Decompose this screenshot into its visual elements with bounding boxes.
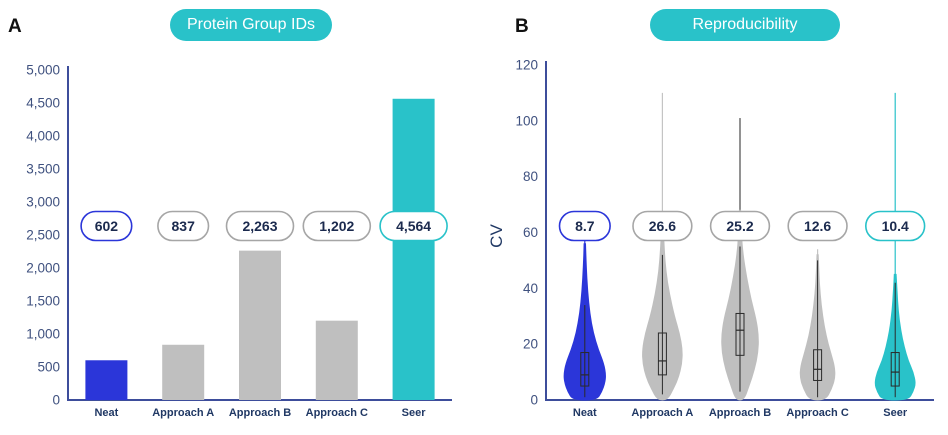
x-category-label: Seer <box>883 407 908 419</box>
y-tick-label: 2,000 <box>26 261 60 276</box>
value-pill <box>225 210 295 242</box>
y-tick-label: 3,500 <box>26 162 60 177</box>
violin-chart-reproducibility: 0 20 40 60 80 100 120 CV Neat Approach A Approach … <box>487 58 934 419</box>
y-tick-label: 0 <box>530 393 538 408</box>
bar-chart-protein-group-ids: 0 500 1,000 1,500 2,000 2,500 3,000 3,500 4,000 4… <box>26 63 452 419</box>
x-category-label: Approach B <box>229 407 291 419</box>
x-category-label: Seer <box>402 407 427 419</box>
bar-approach-a <box>162 344 205 400</box>
bar-seer <box>392 98 435 400</box>
value-pill-label: 25.2 <box>726 218 753 234</box>
panel-protein-group-ids: A Protein Group IDs 0 500 1,000 1,500 2,000 2… <box>8 9 452 419</box>
value-pill-label: 4,564 <box>396 218 431 234</box>
panel-b-letter: B <box>515 16 530 37</box>
box <box>580 352 590 387</box>
panel-reproducibility: B Reproducibility 0 20 40 60 80 100 120 CV Neat A… <box>474 0 948 435</box>
y-tick-label: 0 <box>52 393 60 408</box>
x-category-label: Neat <box>573 407 597 419</box>
value-pill-label: 12.6 <box>804 218 831 234</box>
y-axis-label: CV <box>487 224 506 248</box>
value-pill <box>157 210 210 242</box>
y-tick-label: 120 <box>515 58 538 73</box>
x-category-label: Approach A <box>631 407 693 419</box>
x-category-label: Neat <box>94 407 118 419</box>
value-pill-label: 602 <box>95 218 119 234</box>
value-pill <box>864 210 926 242</box>
y-tick-label: 4,000 <box>26 129 60 144</box>
panel-a-title-pill: Protein Group IDs <box>170 9 332 41</box>
x-category-label: Approach C <box>786 407 848 419</box>
value-pill <box>709 210 771 242</box>
bar-approach-b <box>239 250 281 400</box>
value-pill-label: 2,263 <box>242 218 277 234</box>
y-tick-label: 2,500 <box>26 228 60 243</box>
value-pill <box>558 210 611 242</box>
y-tick-label: 4,500 <box>26 96 60 111</box>
value-pill <box>379 210 448 242</box>
y-tick-label: 3,000 <box>26 195 60 210</box>
y-tick-label: 20 <box>523 337 538 352</box>
value-pill <box>80 210 133 242</box>
y-tick-label: 100 <box>515 113 538 128</box>
x-category-label: Approach B <box>709 407 771 419</box>
y-tick-label: 5,000 <box>26 63 60 78</box>
y-tick-label: 1,000 <box>26 327 60 342</box>
box <box>890 352 900 387</box>
box <box>813 349 823 381</box>
value-pill <box>302 210 372 242</box>
y-tick-label: 1,500 <box>26 294 60 309</box>
value-pill-label: 10.4 <box>882 218 909 234</box>
value-pill-label: 837 <box>172 218 196 234</box>
x-category-label: Approach A <box>152 407 214 419</box>
y-tick-label: 60 <box>523 225 538 240</box>
value-pill-label: 1,202 <box>319 218 354 234</box>
box <box>735 312 745 356</box>
y-tick-label: 500 <box>37 360 60 375</box>
y-tick-label: 80 <box>523 169 538 184</box>
panel-b-title-pill: Reproducibility <box>650 9 840 41</box>
bar-approach-c <box>315 320 358 400</box>
value-pill <box>787 210 848 242</box>
value-pill-label: 26.6 <box>649 218 676 234</box>
bar-neat <box>85 360 128 400</box>
value-pill <box>632 210 693 242</box>
box <box>657 332 667 376</box>
panel-a-letter: A <box>8 16 23 37</box>
y-tick-label: 40 <box>523 281 538 296</box>
x-category-label: Approach C <box>306 407 368 419</box>
value-pill-label: 8.7 <box>575 218 595 234</box>
